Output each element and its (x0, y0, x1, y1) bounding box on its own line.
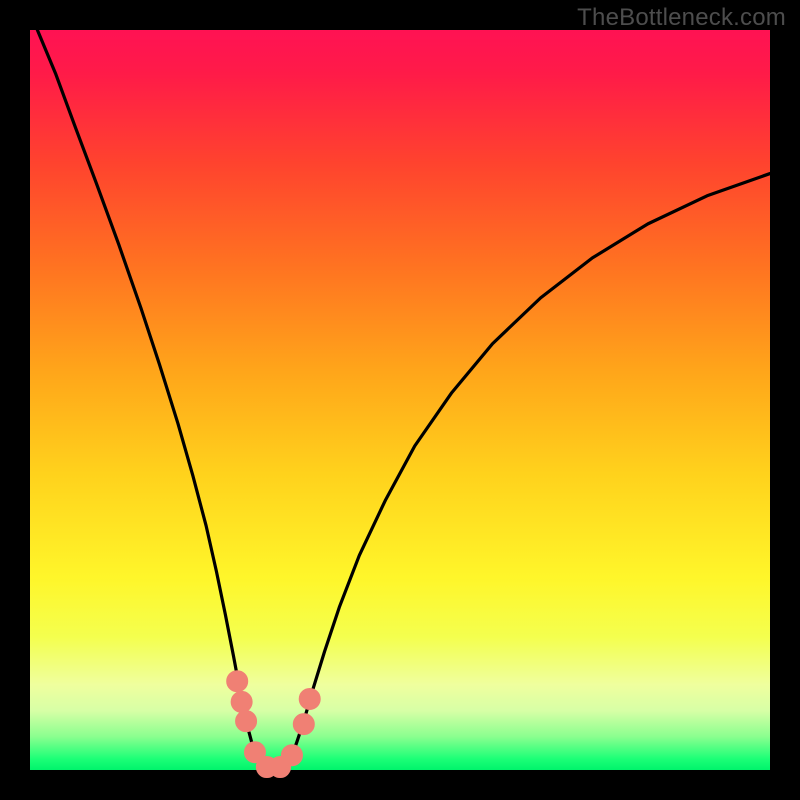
marker-dot (227, 671, 248, 692)
marker-dot (299, 688, 320, 709)
bottleneck-chart (0, 0, 800, 800)
marker-dot (236, 711, 257, 732)
marker-dot (231, 691, 252, 712)
watermark-text: TheBottleneck.com (577, 4, 786, 32)
marker-dot (293, 714, 314, 735)
plot-area (30, 30, 770, 770)
marker-dot (281, 745, 302, 766)
